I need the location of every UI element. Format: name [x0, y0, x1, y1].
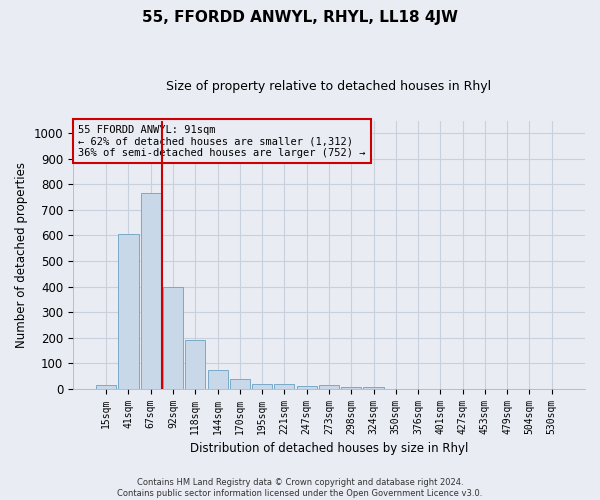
- Bar: [252, 384, 272, 388]
- Bar: [319, 386, 339, 388]
- X-axis label: Distribution of detached houses by size in Rhyl: Distribution of detached houses by size …: [190, 442, 468, 455]
- Bar: [296, 386, 317, 388]
- Title: Size of property relative to detached houses in Rhyl: Size of property relative to detached ho…: [166, 80, 491, 93]
- Bar: [118, 234, 139, 388]
- Bar: [364, 386, 383, 388]
- Bar: [141, 194, 161, 388]
- Bar: [274, 384, 295, 388]
- Bar: [341, 386, 361, 388]
- Bar: [208, 370, 227, 388]
- Bar: [185, 340, 205, 388]
- Text: 55, FFORDD ANWYL, RHYL, LL18 4JW: 55, FFORDD ANWYL, RHYL, LL18 4JW: [142, 10, 458, 25]
- Text: 55 FFORDD ANWYL: 91sqm
← 62% of detached houses are smaller (1,312)
36% of semi-: 55 FFORDD ANWYL: 91sqm ← 62% of detached…: [78, 124, 365, 158]
- Bar: [96, 385, 116, 388]
- Y-axis label: Number of detached properties: Number of detached properties: [15, 162, 28, 348]
- Bar: [230, 379, 250, 388]
- Bar: [163, 286, 183, 388]
- Text: Contains HM Land Registry data © Crown copyright and database right 2024.
Contai: Contains HM Land Registry data © Crown c…: [118, 478, 482, 498]
